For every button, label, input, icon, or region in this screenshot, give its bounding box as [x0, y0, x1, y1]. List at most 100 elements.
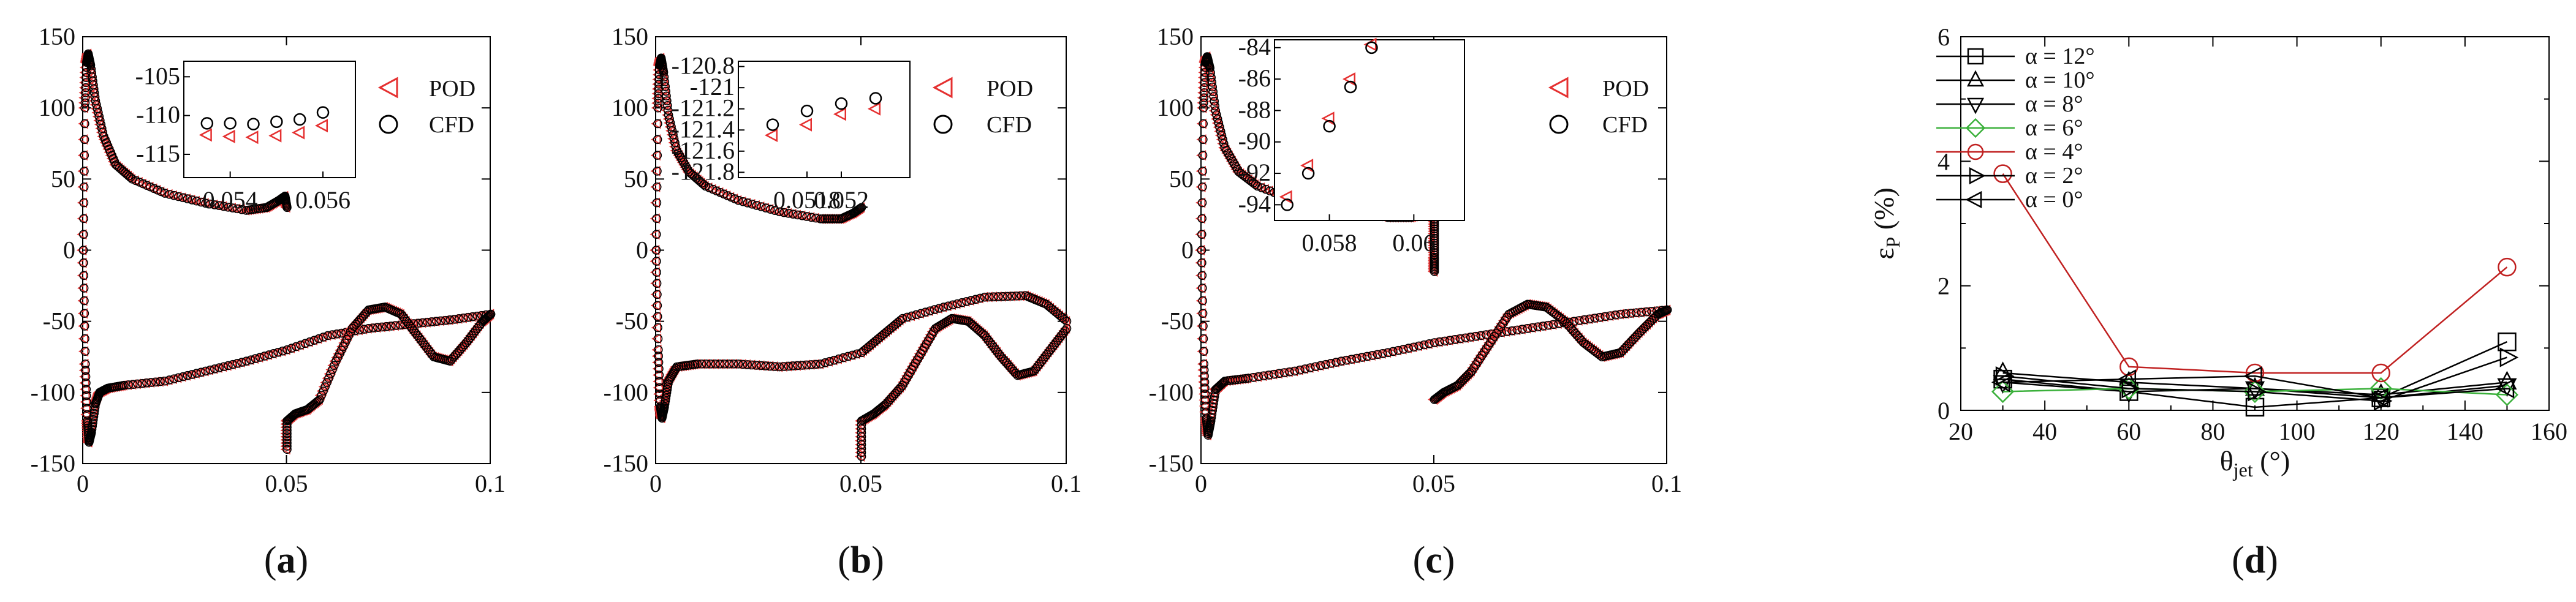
cfd-marker	[743, 198, 752, 208]
cfd-marker	[459, 313, 468, 323]
cfd-marker	[1464, 369, 1474, 379]
inset-cfd-marker	[869, 92, 882, 105]
cfd-marker	[1208, 87, 1218, 97]
pod-marker	[78, 118, 88, 129]
pod-marker	[1196, 134, 1207, 145]
inset-a-marks	[199, 106, 330, 145]
pod-marker	[660, 96, 670, 107]
pod-marker	[1055, 330, 1065, 341]
cfd-marker	[382, 322, 392, 331]
cfd-marker	[1197, 271, 1207, 280]
pod-marker	[651, 333, 662, 344]
legend-marker	[1966, 70, 1985, 87]
series-marker	[2369, 388, 2388, 408]
cfd-marker	[662, 385, 672, 394]
cfd-marker	[653, 151, 662, 160]
cfd-marker	[80, 322, 89, 331]
series-marker	[2373, 391, 2393, 411]
pod-marker	[267, 348, 277, 359]
cfd-marker	[1210, 101, 1220, 111]
cfd-marker	[219, 362, 229, 372]
legend-label: α = 0°	[2025, 187, 2083, 213]
cfd-marker	[468, 312, 477, 322]
pod-marker	[1197, 97, 1207, 108]
pod-marker	[411, 330, 421, 341]
legend-pod-label: POD	[1602, 76, 1649, 102]
cfd-marker	[820, 214, 830, 224]
x-tick-label: 0	[650, 470, 662, 497]
cfd-marker	[806, 360, 816, 369]
cfd-marker	[756, 361, 766, 371]
cfd-marker	[653, 323, 662, 333]
x-tick-label: 80	[2200, 418, 2225, 445]
cfd-marker	[1059, 315, 1069, 324]
cfd-marker	[1662, 305, 1672, 315]
panel-c-x-ticks: 0 0.05 0.1	[1195, 37, 1682, 497]
pod-marker	[77, 165, 88, 176]
cfd-marker	[1368, 351, 1377, 360]
cfd-marker	[944, 301, 953, 310]
pod-marker	[78, 97, 89, 108]
legend-marker	[1966, 97, 1985, 115]
cfd-marker	[825, 356, 835, 366]
cfd-marker	[1252, 181, 1262, 191]
cfd-marker	[834, 354, 844, 364]
cfd-marker	[953, 299, 962, 309]
y-axis-unit: (%)	[1868, 187, 1900, 236]
pod-marker	[463, 333, 474, 344]
cfd-marker	[1206, 68, 1215, 78]
cfd-marker	[1342, 355, 1351, 365]
cfd-marker	[898, 314, 907, 323]
cfd-marker	[738, 359, 748, 369]
cfd-marker	[1199, 103, 1208, 113]
cfd-marker	[196, 367, 206, 377]
inset-cfd-marker	[1323, 119, 1336, 133]
cfd-marker	[205, 365, 215, 375]
cfd-marker	[1197, 284, 1207, 293]
cfd-marker	[989, 292, 999, 301]
cfd-marker	[1207, 409, 1217, 419]
cfd-marker	[232, 359, 242, 368]
pod-marker	[674, 152, 684, 163]
panel-d-series	[1991, 164, 2519, 417]
cfd-marker	[975, 293, 985, 303]
inset-x-tick-label: 0.054	[203, 186, 258, 214]
pod-marker	[650, 256, 660, 267]
inset-pod-marker	[798, 118, 812, 132]
cfd-marker	[210, 200, 219, 209]
pod-marker	[651, 322, 661, 333]
cfd-marker	[1199, 347, 1208, 356]
pod-marker	[412, 333, 423, 344]
pod-marker	[1056, 328, 1067, 339]
cfd-marker	[330, 361, 339, 370]
inset-y-tick-label: -121.4	[672, 115, 735, 143]
legend-cfd-label: CFD	[987, 112, 1032, 138]
cfd-marker	[961, 297, 971, 306]
cfd-marker	[1199, 135, 1208, 145]
cfd-marker	[315, 395, 325, 404]
inset-cfd-marker	[1301, 167, 1315, 180]
cfd-marker	[309, 336, 319, 345]
cfd-marker	[472, 311, 482, 321]
panel-c-y-ticks: 150 100 50 0 -50 -100 -150	[1149, 23, 1667, 477]
pod-marker	[400, 316, 410, 327]
pod-marker	[1195, 181, 1206, 192]
inset-x-tick-label: 0.058	[1302, 229, 1357, 257]
series-line	[2002, 173, 2508, 374]
pod-marker	[650, 181, 661, 192]
cfd-marker	[720, 359, 729, 369]
cfd-marker	[1200, 371, 1209, 381]
cfd-marker	[205, 199, 215, 209]
cfd-marker	[652, 279, 662, 288]
y-tick-label: 0	[63, 236, 75, 264]
inset-y-tick-label: -92	[1238, 159, 1271, 186]
cfd-marker	[81, 366, 90, 375]
cfd-marker	[775, 362, 784, 372]
cfd-marker	[364, 323, 373, 333]
inset-c-x-ticks: 0.058 0.06	[1302, 214, 1435, 257]
cfd-marker	[916, 309, 926, 318]
cfd-marker	[1482, 330, 1491, 339]
cfd-marker	[81, 359, 90, 369]
pod-marker	[1218, 142, 1229, 153]
